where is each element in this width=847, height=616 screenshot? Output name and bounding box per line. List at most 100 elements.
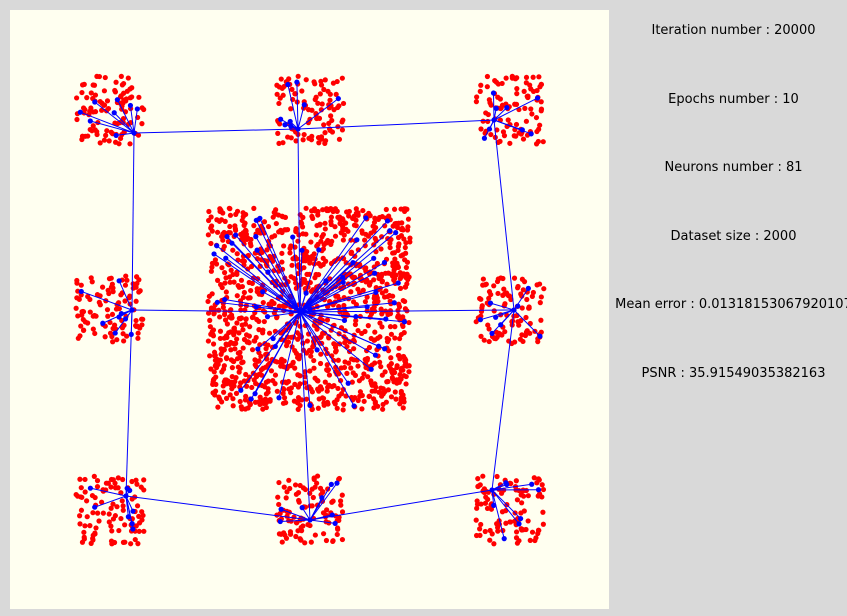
data-point	[391, 379, 397, 385]
data-point	[82, 476, 88, 483]
data-point	[81, 81, 87, 87]
data-point	[263, 397, 269, 403]
neuron	[307, 517, 313, 523]
data-point	[90, 326, 96, 332]
data-point	[121, 97, 127, 103]
data-point	[537, 122, 543, 128]
data-point	[227, 212, 234, 218]
neuron	[351, 403, 357, 409]
data-point	[92, 494, 98, 501]
data-point	[341, 308, 348, 314]
data-point	[305, 120, 312, 126]
data-point	[112, 87, 118, 94]
data-point	[536, 477, 542, 483]
data-point	[293, 138, 299, 144]
data-point	[314, 480, 320, 486]
neuron	[129, 307, 135, 313]
data-point	[311, 476, 317, 482]
data-point	[519, 305, 525, 311]
data-point	[139, 322, 145, 328]
data-point	[352, 321, 359, 328]
neuron	[265, 269, 271, 275]
data-point	[108, 505, 114, 511]
data-point	[220, 246, 226, 253]
data-point	[119, 498, 125, 504]
data-point	[525, 518, 531, 524]
data-point	[541, 286, 547, 292]
data-point	[100, 510, 106, 516]
data-point	[298, 219, 304, 225]
data-point	[391, 369, 398, 376]
data-point	[89, 279, 95, 285]
data-point	[371, 264, 377, 270]
data-point	[328, 214, 335, 220]
data-point	[501, 286, 507, 292]
neuron	[395, 280, 401, 286]
data-point	[288, 135, 294, 141]
data-point	[76, 296, 82, 302]
neuron	[87, 118, 93, 124]
data-point	[521, 493, 527, 499]
data-point	[79, 133, 86, 139]
data-point	[129, 478, 135, 485]
data-point	[368, 230, 374, 236]
data-point	[314, 473, 321, 479]
data-point	[288, 334, 294, 340]
data-point	[308, 288, 315, 294]
data-point	[308, 386, 314, 392]
data-point	[513, 529, 520, 535]
data-point	[96, 73, 103, 80]
data-point	[340, 386, 346, 393]
data-point	[285, 378, 292, 385]
neuron-link	[131, 132, 135, 311]
data-point	[217, 335, 223, 342]
neuron	[92, 99, 98, 105]
neuron	[297, 309, 303, 315]
data-point	[274, 388, 280, 394]
data-point	[243, 231, 250, 237]
neuron	[350, 260, 356, 266]
data-point	[355, 247, 361, 253]
neuron-link	[491, 309, 515, 491]
data-point	[273, 211, 279, 217]
neuron-link	[299, 311, 372, 370]
data-point	[223, 395, 230, 401]
data-point	[133, 317, 139, 324]
data-point	[233, 390, 240, 396]
neuron-link	[309, 489, 493, 521]
data-point	[276, 229, 282, 235]
data-point	[505, 293, 512, 299]
data-point	[388, 331, 395, 337]
data-point	[398, 395, 404, 401]
data-point	[382, 223, 388, 229]
data-point	[373, 249, 379, 255]
data-point	[287, 245, 293, 251]
data-point	[304, 338, 311, 344]
data-point	[336, 136, 343, 142]
neuron-link	[309, 497, 323, 521]
neuron-link	[114, 309, 133, 334]
data-point	[274, 91, 280, 97]
neuron	[127, 102, 134, 109]
data-point	[135, 541, 141, 547]
data-point	[368, 378, 374, 384]
data-point	[242, 397, 249, 403]
data-point	[230, 247, 236, 253]
data-point	[511, 313, 517, 319]
data-point	[217, 314, 223, 320]
data-point	[82, 489, 88, 495]
neuron-link	[113, 112, 135, 134]
neuron	[381, 259, 388, 266]
data-point	[316, 396, 322, 402]
data-point	[355, 327, 361, 334]
data-point	[507, 519, 514, 525]
neuron-link	[500, 309, 515, 326]
data-point	[403, 250, 409, 256]
neuron	[92, 504, 98, 510]
data-point	[532, 537, 538, 544]
data-point	[522, 105, 528, 111]
neuron-link	[224, 299, 301, 313]
data-point	[301, 265, 307, 271]
data-point	[125, 75, 131, 81]
data-point	[339, 492, 345, 498]
